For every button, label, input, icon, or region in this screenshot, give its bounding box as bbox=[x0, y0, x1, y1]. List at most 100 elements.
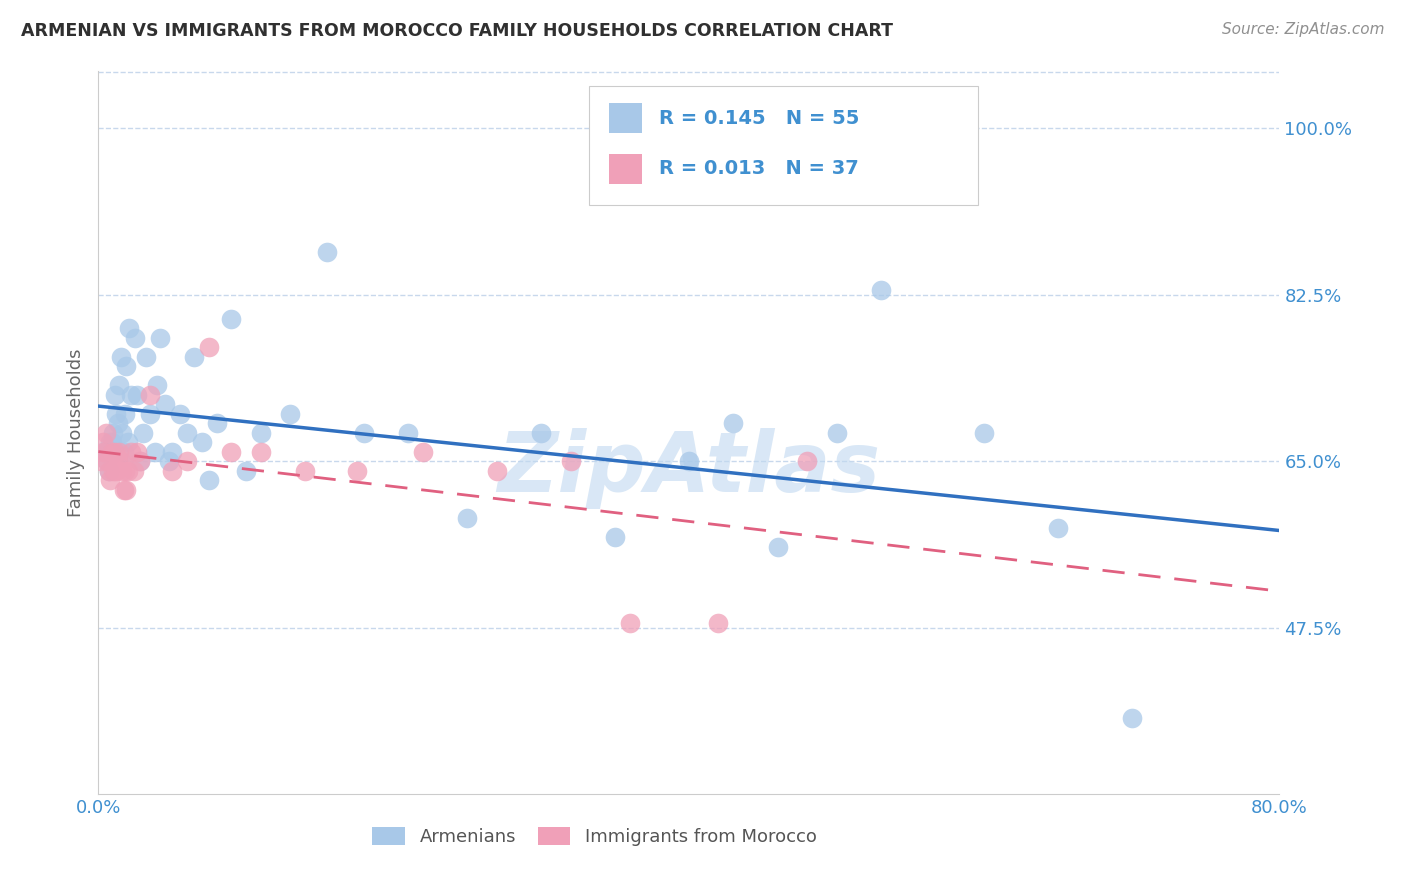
Point bbox=[398, 425, 420, 440]
Point bbox=[112, 483, 135, 497]
Point bbox=[157, 454, 180, 468]
Point bbox=[93, 444, 115, 458]
Point bbox=[353, 425, 375, 440]
Point bbox=[125, 387, 148, 401]
Bar bbox=[609, 103, 641, 134]
Point bbox=[108, 444, 131, 458]
Text: ARMENIAN VS IMMIGRANTS FROM MOROCCO FAMILY HOUSEHOLDS CORRELATION CHART: ARMENIAN VS IMMIGRANTS FROM MOROCCO FAMI… bbox=[21, 22, 893, 40]
Point bbox=[122, 464, 145, 478]
Point bbox=[105, 464, 128, 478]
Point bbox=[235, 464, 257, 478]
Point bbox=[153, 397, 176, 411]
Point bbox=[146, 378, 169, 392]
Point bbox=[1121, 711, 1143, 725]
Point bbox=[169, 407, 191, 421]
Point bbox=[143, 444, 166, 458]
Point bbox=[280, 407, 302, 421]
Point bbox=[198, 340, 221, 354]
Point bbox=[183, 350, 205, 364]
Point bbox=[132, 425, 155, 440]
Text: ZipAtlas: ZipAtlas bbox=[498, 428, 880, 509]
Point bbox=[149, 330, 172, 344]
Point bbox=[115, 359, 138, 373]
Point bbox=[530, 425, 553, 440]
Point bbox=[117, 464, 139, 478]
Point bbox=[104, 387, 127, 401]
Point bbox=[707, 615, 730, 630]
Point bbox=[103, 464, 125, 478]
Point bbox=[346, 464, 368, 478]
Point bbox=[250, 444, 273, 458]
Point bbox=[176, 454, 198, 468]
Point bbox=[115, 483, 138, 497]
Point bbox=[96, 454, 118, 468]
Point bbox=[90, 454, 112, 468]
Point bbox=[139, 407, 162, 421]
Point bbox=[117, 435, 139, 450]
Point bbox=[114, 407, 136, 421]
Point bbox=[103, 425, 125, 440]
Point bbox=[191, 435, 214, 450]
Point bbox=[973, 425, 995, 440]
Point bbox=[796, 454, 818, 468]
Point bbox=[560, 454, 582, 468]
Point bbox=[94, 444, 117, 458]
Point bbox=[412, 444, 434, 458]
Point bbox=[118, 321, 141, 335]
Point bbox=[221, 444, 243, 458]
Point bbox=[605, 530, 627, 544]
Bar bbox=[609, 153, 641, 184]
Point bbox=[678, 454, 700, 468]
Point bbox=[107, 454, 129, 468]
Point bbox=[91, 435, 114, 450]
Point bbox=[162, 444, 183, 458]
Point bbox=[110, 350, 132, 364]
Point bbox=[94, 425, 117, 440]
Point bbox=[139, 387, 162, 401]
Point bbox=[98, 473, 121, 487]
Point bbox=[128, 454, 150, 468]
FancyBboxPatch shape bbox=[589, 86, 979, 205]
Point bbox=[205, 416, 228, 430]
Point bbox=[128, 454, 150, 468]
Point bbox=[105, 407, 128, 421]
Point bbox=[870, 283, 893, 297]
Point bbox=[112, 444, 135, 458]
Text: Source: ZipAtlas.com: Source: ZipAtlas.com bbox=[1222, 22, 1385, 37]
Point bbox=[457, 511, 479, 525]
Point bbox=[198, 473, 221, 487]
Point bbox=[825, 425, 848, 440]
Legend: Armenians, Immigrants from Morocco: Armenians, Immigrants from Morocco bbox=[366, 820, 824, 854]
Point bbox=[114, 464, 136, 478]
Point bbox=[316, 244, 339, 259]
Point bbox=[98, 435, 121, 450]
Y-axis label: Family Households: Family Households bbox=[66, 349, 84, 516]
Point bbox=[766, 540, 789, 554]
Point bbox=[91, 444, 114, 458]
Point bbox=[100, 435, 122, 450]
Point bbox=[162, 464, 183, 478]
Point bbox=[104, 444, 127, 458]
Point bbox=[110, 454, 132, 468]
Point bbox=[120, 444, 142, 458]
Text: R = 0.145   N = 55: R = 0.145 N = 55 bbox=[659, 109, 860, 128]
Point bbox=[120, 387, 142, 401]
Point bbox=[176, 425, 198, 440]
Point bbox=[135, 350, 157, 364]
Point bbox=[107, 416, 129, 430]
Point bbox=[619, 615, 641, 630]
Point bbox=[97, 464, 120, 478]
Point bbox=[97, 464, 120, 478]
Point bbox=[100, 444, 122, 458]
Point bbox=[108, 378, 131, 392]
Point bbox=[294, 464, 316, 478]
Point bbox=[111, 464, 134, 478]
Point bbox=[221, 311, 243, 326]
Point bbox=[124, 330, 146, 344]
Point bbox=[1046, 521, 1070, 535]
Point bbox=[486, 464, 509, 478]
Point bbox=[111, 425, 134, 440]
Point bbox=[96, 454, 118, 468]
Point bbox=[125, 444, 148, 458]
Point bbox=[250, 425, 273, 440]
